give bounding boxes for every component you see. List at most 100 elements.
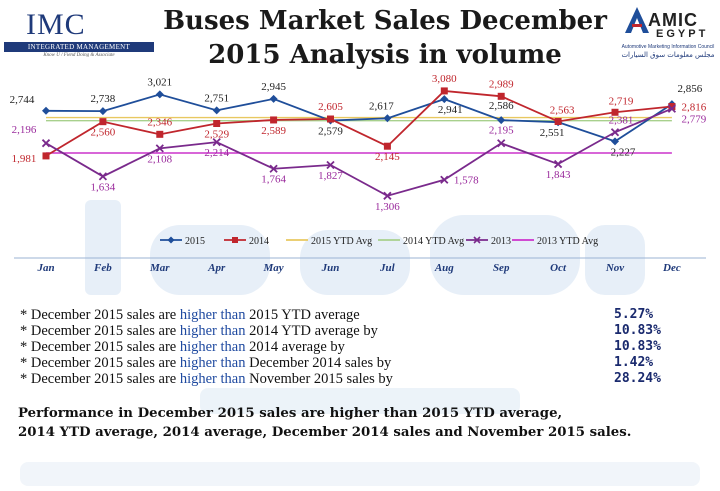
legend-label: 2014 YTD Avg bbox=[403, 236, 464, 247]
amic-logo: AMIC EGYPT Automotive Marketing Informat… bbox=[620, 4, 716, 64]
amic-logo-country: EGYPT bbox=[656, 28, 709, 40]
legend-label: 2013 YTD Avg bbox=[537, 236, 598, 247]
data-label-2015: 2,579 bbox=[318, 126, 343, 138]
data-label-2015: 2,227 bbox=[611, 146, 636, 158]
series-line-2015 bbox=[45, 93, 673, 143]
series-line-2013 bbox=[45, 107, 673, 197]
data-label-2015: 2,856 bbox=[678, 83, 703, 95]
x-tick-label: Oct bbox=[550, 262, 567, 274]
data-point-2015 bbox=[98, 107, 107, 116]
data-label-2014: 2,719 bbox=[609, 95, 634, 107]
x-tick-label: Jan bbox=[36, 262, 54, 274]
note-highlight: higher than bbox=[179, 339, 246, 355]
note-row: * December 2015 sales are higher than 20… bbox=[20, 323, 680, 339]
legend-item-2013: 2013 bbox=[466, 236, 511, 247]
x-axis-ticks: Jan Feb Mar Apr May Jun Jul Aug Sep Oct Nov Dec bbox=[36, 262, 680, 274]
data-label-2014: 2,989 bbox=[489, 78, 514, 90]
data-point-2015 bbox=[155, 90, 164, 99]
title-line-2: 2015 Analysis in volume bbox=[208, 40, 562, 70]
data-point-2015 bbox=[42, 106, 50, 115]
note-highlight: higher than bbox=[179, 355, 246, 371]
note-value: 10.83% bbox=[614, 339, 661, 354]
data-label-2014: 2,816 bbox=[682, 102, 707, 114]
data-point-2013 bbox=[383, 191, 392, 200]
performance-line-1: Performance in December 2015 sales are h… bbox=[18, 406, 563, 421]
data-label-2014: 2,589 bbox=[261, 125, 286, 137]
data-point-2014 bbox=[99, 118, 107, 126]
data-point-2014 bbox=[497, 92, 505, 100]
data-point-2013 bbox=[212, 137, 221, 147]
data-point-2014 bbox=[668, 103, 676, 111]
data-point-2014 bbox=[213, 120, 221, 128]
amic-a-icon bbox=[625, 7, 649, 33]
legend-item-2013-ytd-avg: 2013 YTD Avg bbox=[512, 236, 598, 247]
data-label-2015: 2,617 bbox=[369, 100, 394, 112]
legend-item-2015-ytd-avg: 2015 YTD Avg bbox=[286, 236, 372, 247]
note-row: * December 2015 sales are higher than No… bbox=[20, 371, 680, 387]
data-label-2014: 2,605 bbox=[318, 101, 343, 113]
x-tick-label: Aug bbox=[434, 262, 454, 274]
amic-logo-english: Automotive Marketing Information Council bbox=[621, 44, 715, 50]
series-line-2014 bbox=[45, 89, 672, 157]
note-suffix: 2014 YTD average by bbox=[245, 323, 378, 339]
series-lines bbox=[41, 87, 677, 200]
data-label-2013: 2,195 bbox=[489, 124, 514, 136]
data-label-2015: 2,941 bbox=[438, 104, 463, 116]
note-suffix: 2015 YTD average bbox=[245, 307, 360, 323]
performance-summary: Performance in December 2015 sales are h… bbox=[18, 404, 708, 442]
data-point-2015 bbox=[440, 95, 449, 104]
note-row: * December 2015 sales are higher than 20… bbox=[20, 307, 680, 323]
legend-label: 2013 bbox=[491, 236, 511, 247]
data-point-2013 bbox=[41, 139, 51, 148]
x-tick-label: Feb bbox=[93, 262, 112, 274]
data-label-2014: 2,560 bbox=[91, 127, 116, 139]
note-prefix: * December 2015 sales are bbox=[20, 339, 180, 355]
data-label-2015: 2,751 bbox=[204, 92, 229, 104]
data-point-2013 bbox=[155, 144, 164, 153]
imc-logo-text: IMC bbox=[26, 8, 86, 41]
data-label-2014: 2,529 bbox=[204, 129, 229, 141]
x-tick-label: Nov bbox=[605, 262, 624, 274]
x-tick-label: Jul bbox=[379, 262, 396, 274]
data-point-2014 bbox=[440, 87, 448, 95]
x-tick-label: Mar bbox=[149, 262, 170, 274]
data-point-2013 bbox=[269, 164, 278, 173]
legend-item-2014: 2014 bbox=[224, 236, 269, 247]
note-suffix: 2014 average by bbox=[245, 339, 345, 355]
x-tick-label: May bbox=[263, 262, 284, 274]
data-point-2013 bbox=[553, 159, 563, 169]
data-point-2013 bbox=[667, 104, 677, 113]
data-point-2014 bbox=[611, 108, 619, 116]
imc-logo: IMC INTEGRATED MANAGEMENT CONSULTANCY Kn… bbox=[4, 6, 154, 61]
note-value: 28.24% bbox=[614, 371, 661, 386]
x-tick-label: Jun bbox=[321, 262, 340, 274]
sales-line-chart: 2,744 2,738 3,021 2,751 2,945 2,579 2,617 2,941… bbox=[10, 73, 707, 274]
data-point-2014 bbox=[42, 152, 50, 160]
note-row: * December 2015 sales are higher than De… bbox=[20, 355, 680, 371]
data-label-2014: 2,346 bbox=[147, 116, 172, 128]
data-label-2013: 1,578 bbox=[454, 175, 479, 187]
data-label-2013: 1,764 bbox=[261, 174, 286, 186]
average-lines bbox=[46, 116, 672, 154]
data-point-2014 bbox=[327, 115, 334, 123]
data-point-2013 bbox=[326, 160, 335, 170]
imc-logo-bar: INTEGRATED MANAGEMENT CONSULTANCY bbox=[4, 42, 154, 61]
legend-item-2014-ytd-avg: 2014 YTD Avg bbox=[378, 236, 464, 247]
chart-legend: 2015 2014 2015 YTD Avg 2014 YTD Avg 2013 2013… bbox=[160, 236, 598, 247]
data-point-2014 bbox=[156, 130, 164, 138]
note-highlight: higher than bbox=[179, 323, 246, 339]
data-label-2014: 1,981 bbox=[12, 153, 37, 165]
data-point-2013 bbox=[98, 172, 108, 181]
legend-label: 2015 bbox=[185, 236, 205, 247]
data-label-2013: 2,108 bbox=[147, 153, 172, 165]
note-prefix: * December 2015 sales are bbox=[20, 355, 180, 371]
data-label-2013: 1,634 bbox=[91, 181, 116, 193]
note-row: * December 2015 sales are higher than 20… bbox=[20, 339, 680, 355]
imc-logo-tagline: Know U / Fiend Doing & Associate bbox=[43, 53, 115, 58]
data-label-2015: 3,021 bbox=[147, 76, 172, 88]
note-highlight: higher than bbox=[179, 307, 246, 323]
legend-label: 2015 YTD Avg bbox=[311, 236, 372, 247]
data-label-2014: 3,080 bbox=[432, 73, 457, 85]
data-point-2014 bbox=[554, 117, 562, 125]
data-point-2015 bbox=[611, 137, 619, 146]
